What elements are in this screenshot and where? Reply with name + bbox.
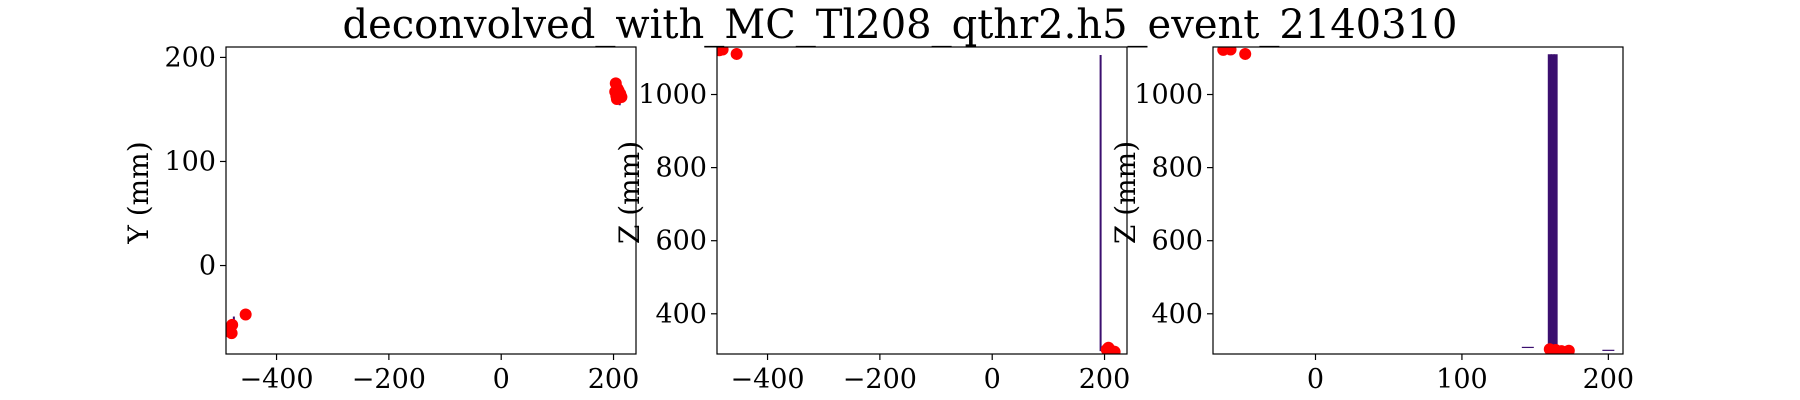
data-point <box>1103 345 1116 354</box>
data-point <box>1546 345 1559 354</box>
y-tick-label: 800 <box>655 153 707 184</box>
data-point <box>239 308 252 321</box>
y-tick-label: 100 <box>164 146 216 177</box>
data-point <box>609 85 622 98</box>
y-axis-label: Z (mm) <box>1109 141 1142 244</box>
x-tick-label: −400 <box>239 364 313 395</box>
data-point <box>730 47 743 60</box>
x-tick-label: −400 <box>730 364 804 395</box>
y-tick-label: 600 <box>655 226 707 257</box>
x-tick-label: 200 <box>588 364 640 395</box>
x-tick-label: 100 <box>1436 364 1488 395</box>
x-tick-label: −200 <box>352 364 426 395</box>
chart-panel-3: 0 100 200 400 600 800 1000 Z (mm) <box>1109 46 1635 395</box>
chart-panel-1: −400 −200 0 200 0 100 200 Y (mm) <box>122 42 639 395</box>
x-tick-label: 0 <box>493 364 510 395</box>
y-tick-label: 400 <box>1151 299 1203 330</box>
data-point <box>717 47 729 56</box>
y-tick-label: 600 <box>1151 226 1203 257</box>
figure-title: deconvolved_with_MC_Tl208_qthr2.h5_event… <box>342 2 1458 48</box>
axes-frame <box>225 46 637 355</box>
x-tick-label: 0 <box>984 364 1001 395</box>
data-marks <box>717 47 1121 354</box>
y-tick-label: 1000 <box>1134 80 1203 111</box>
x-tick-label: 200 <box>1079 364 1131 395</box>
y-tick-label: 1000 <box>638 80 707 111</box>
axes-frame <box>1212 46 1624 355</box>
chart-panel-2: −400 −200 0 200 400 600 800 1000 Z (mm) <box>613 46 1131 395</box>
x-tick-label: 0 <box>1307 364 1324 395</box>
data-point <box>1239 47 1252 60</box>
data-marks <box>1217 47 1615 354</box>
x-tick-label: −200 <box>843 364 917 395</box>
axes-frame <box>716 46 1128 355</box>
y-tick-label: 200 <box>164 42 216 73</box>
y-axis-label: Y (mm) <box>122 141 155 244</box>
y-axis-label: Z (mm) <box>613 141 646 244</box>
data-point <box>1562 344 1575 354</box>
y-tick-label: 0 <box>199 251 216 282</box>
y-tick-label: 800 <box>1151 153 1203 184</box>
data-point <box>1224 47 1237 56</box>
y-tick-label: 400 <box>655 299 707 330</box>
x-tick-label: 200 <box>1583 364 1635 395</box>
data-point <box>226 324 234 337</box>
data-marks <box>226 77 628 340</box>
